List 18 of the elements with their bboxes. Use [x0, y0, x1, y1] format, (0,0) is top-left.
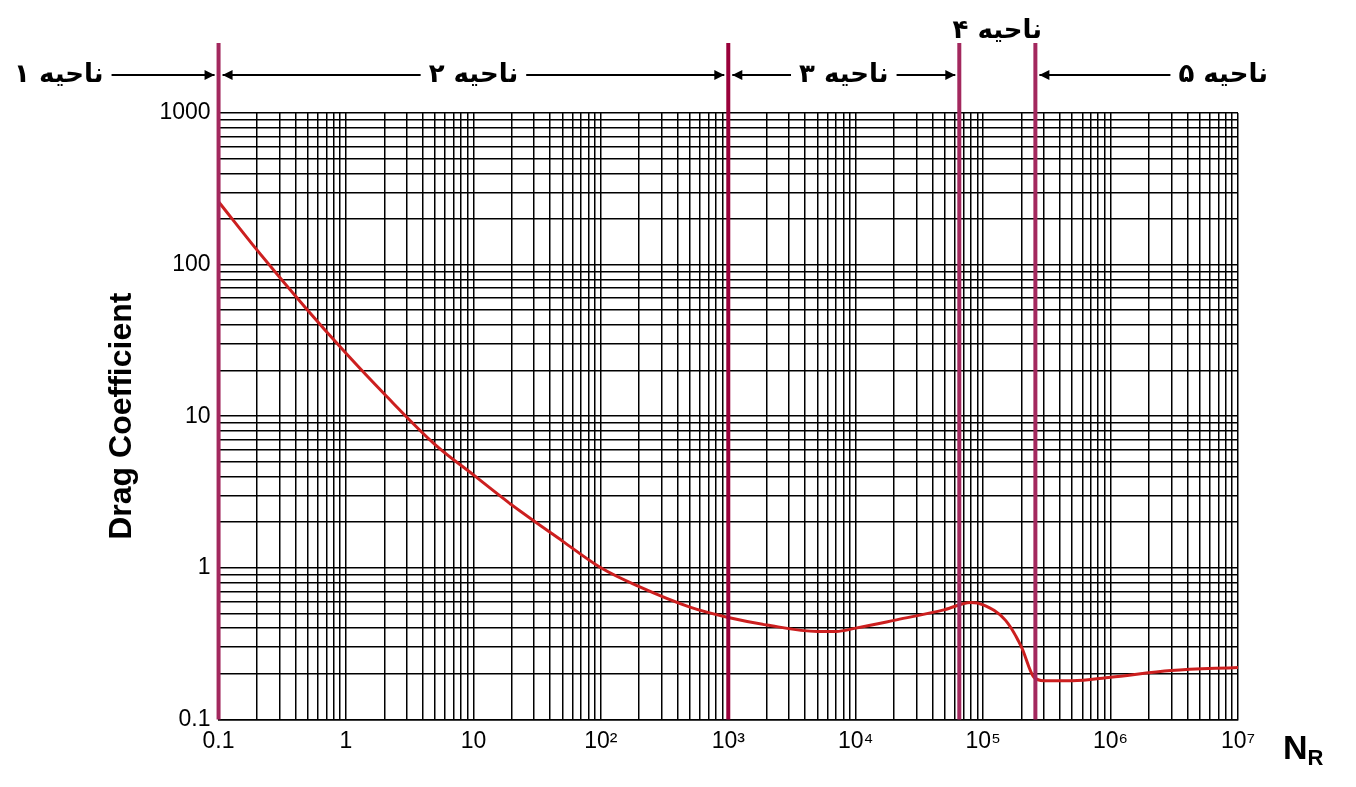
y-axis-title: Drag Coefficient	[102, 292, 139, 540]
text: ناحیه ۲	[428, 57, 519, 88]
y-tick-label: 10	[184, 401, 211, 428]
y-tick-label: 100	[172, 249, 211, 276]
x-tick-label: 10	[460, 726, 487, 753]
x-tick-label: 10³	[711, 726, 746, 753]
text: ناحیه ۵	[1178, 57, 1268, 88]
x-tick-label: 10²	[584, 726, 618, 753]
x-tick-label: 10⁴	[837, 726, 874, 753]
x-tick-label: 10⁷	[1221, 726, 1255, 753]
text: ناحیه ۳	[799, 57, 889, 88]
x-tick-label: 10⁶	[1093, 726, 1129, 753]
text: ناحیه ۴	[952, 13, 1043, 44]
x-tick-label: 1	[339, 726, 353, 753]
y-tick-label: 1	[197, 553, 211, 580]
x-tick-label: 10⁵	[965, 726, 1001, 753]
y-tick-label: 1000	[159, 98, 211, 125]
text: ناحیه ۱	[14, 57, 104, 88]
